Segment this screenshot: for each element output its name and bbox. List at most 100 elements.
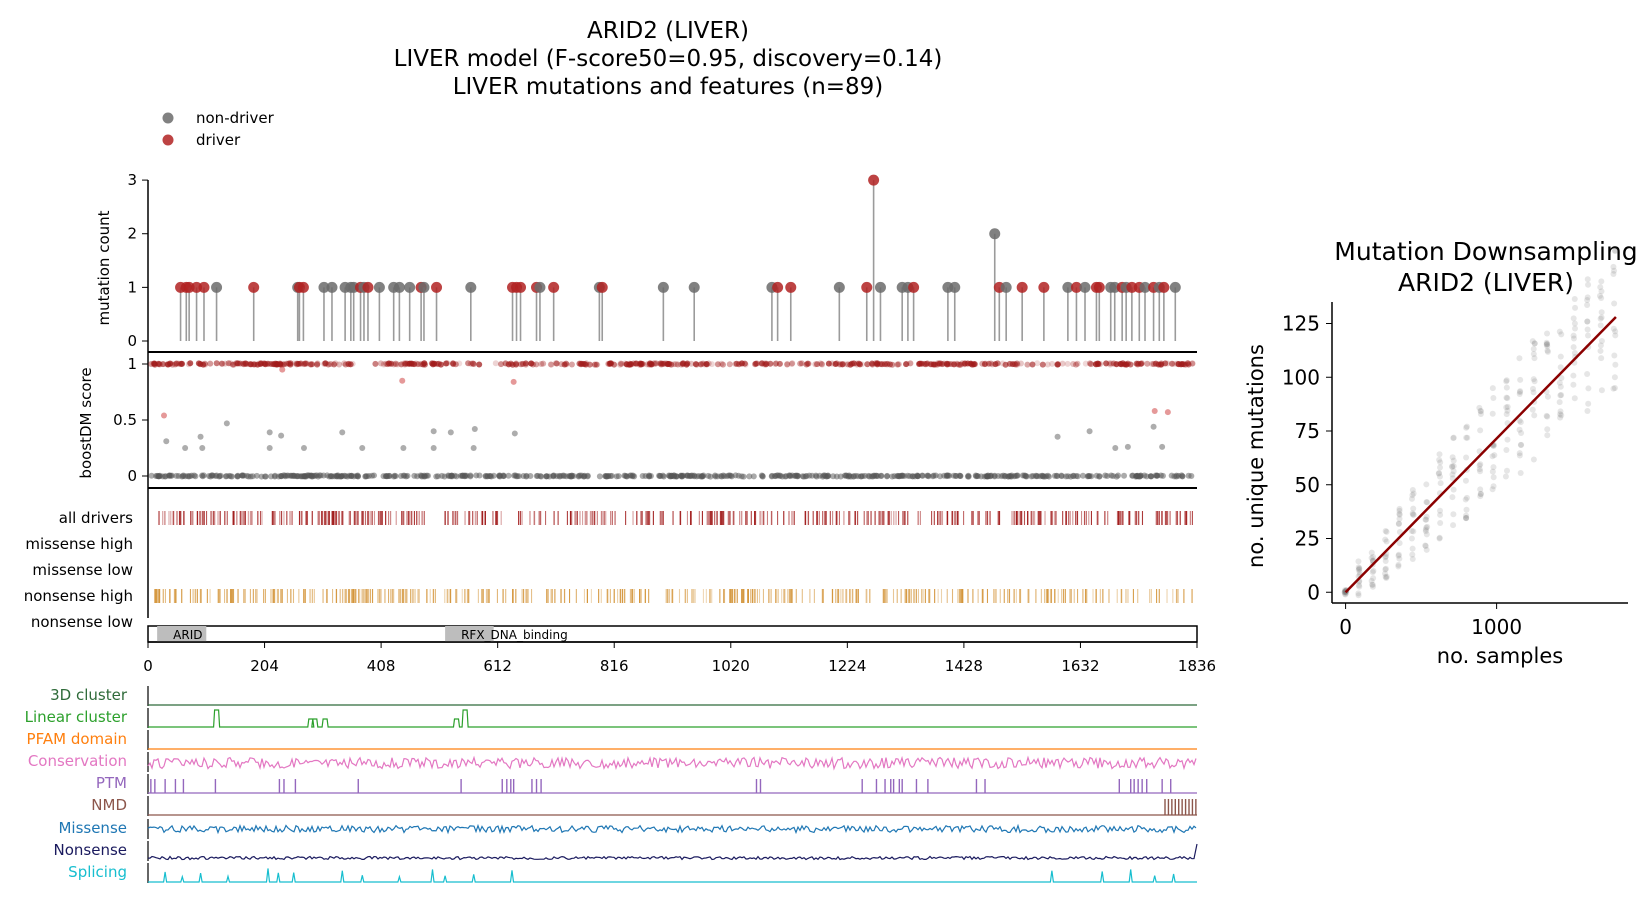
boostdm-non-driver-point <box>523 473 530 480</box>
boostdm-non-driver-point <box>421 472 428 479</box>
downsampling-point <box>1598 337 1605 344</box>
boostdm-non-driver-point <box>746 473 753 480</box>
downsampling-point <box>1557 408 1564 415</box>
downsampling-point <box>1423 513 1430 520</box>
boostdm-driver-point <box>322 360 329 367</box>
downsampling-point <box>1463 512 1470 519</box>
boostdm-non-driver-point <box>712 473 719 480</box>
boostdm-non-driver-point <box>825 473 832 480</box>
downsampling-x-label: no. samples <box>1437 644 1563 668</box>
downsampling-point <box>1531 340 1538 347</box>
downsampling-point <box>1356 569 1363 576</box>
boostdm-driver-point <box>468 360 475 367</box>
boostdm-driver-point <box>1059 360 1066 367</box>
downsampling-point <box>1355 592 1362 599</box>
boostdm-driver-point <box>907 360 914 367</box>
non-driver-needle-head <box>318 281 330 293</box>
boostdm-non-driver-point <box>234 473 241 480</box>
downsampling-x-tick-label: 1000 <box>1471 615 1522 639</box>
boostdm-driver-point <box>701 361 708 368</box>
boostdm-driver-point <box>819 361 826 368</box>
boostdm-driver-point <box>1094 360 1101 367</box>
domain-x-tick-label: 408 <box>367 657 396 675</box>
boostdm-non-driver-point <box>1137 472 1144 479</box>
boostdm-non-driver-point <box>348 472 355 479</box>
boostdm-driver-point <box>653 360 660 367</box>
downsampling-point <box>1531 355 1538 362</box>
boostdm-non-driver-point <box>1008 472 1015 479</box>
downsampling-point <box>1611 374 1618 381</box>
boostdm-non-driver-point <box>1173 473 1180 480</box>
downsampling-point <box>1463 515 1470 522</box>
downsampling-point <box>1597 342 1604 349</box>
boostdm-non-driver-point <box>496 472 503 479</box>
boostdm-non-driver-point <box>906 473 913 480</box>
boostdm-non-driver-point <box>850 473 857 480</box>
downsampling-point <box>1409 492 1416 499</box>
downsampling-point <box>1383 573 1390 580</box>
boostdm-driver-point <box>202 361 209 368</box>
boostdm-non-driver-point <box>750 473 757 480</box>
boostdm-non-driver-point <box>858 473 865 480</box>
boostdm-non-driver-point <box>726 472 733 479</box>
track-splicing-line <box>148 868 1197 883</box>
boostdm-non-driver-point <box>830 473 837 480</box>
downsampling-point <box>1558 412 1565 419</box>
downsampling-point <box>1436 535 1443 542</box>
boostdm-driver-point <box>987 360 994 367</box>
boostdm-driver-point <box>647 361 654 368</box>
downsampling-point <box>1382 536 1389 543</box>
boostdm-outlier-point <box>1150 423 1157 430</box>
downsampling-point <box>1408 535 1415 542</box>
boostdm-driver-point <box>948 361 955 368</box>
boostdm-non-driver-point <box>735 472 742 479</box>
boostdm-non-driver-point <box>1154 472 1161 479</box>
boostdm-driver-point <box>178 360 185 367</box>
driver-needle-head <box>868 174 880 186</box>
downsampling-point <box>1463 514 1470 521</box>
boostdm-driver-point <box>349 360 356 367</box>
downsampling-point <box>1449 475 1456 482</box>
downsampling-point <box>1490 474 1497 481</box>
boostdm-driver-point <box>336 361 343 368</box>
boostdm-driver-point <box>753 360 760 367</box>
downsampling-point <box>1571 296 1578 303</box>
boostdm-non-driver-point <box>262 473 269 480</box>
downsampling-point <box>1597 347 1604 354</box>
boostdm-driver-point <box>213 360 220 367</box>
consequence-row-label: missense high <box>25 535 133 553</box>
boostdm-outlier-point <box>430 445 437 451</box>
downsampling-point <box>1517 470 1524 477</box>
boostdm-driver-point <box>956 361 963 368</box>
downsampling-point <box>1516 450 1523 457</box>
driver-needle-head <box>1070 281 1082 293</box>
downsampling-point <box>1395 561 1402 568</box>
boostdm-driver-point <box>1009 361 1016 368</box>
boostdm-driver-point <box>469 360 476 367</box>
boostdm-non-driver-point <box>952 472 959 479</box>
boostdm-outlier-point <box>266 429 273 436</box>
downsampling-point <box>1517 388 1524 395</box>
feature-track-marks <box>147 686 1198 883</box>
downsampling-point <box>1408 495 1415 502</box>
downsampling-point <box>1436 473 1443 480</box>
downsampling-point <box>1409 511 1416 518</box>
downsampling-point <box>1368 549 1375 556</box>
boostdm-driver-point <box>916 360 923 367</box>
domain-x-tick-label: 1020 <box>712 657 750 675</box>
boostdm-driver-point <box>293 361 300 368</box>
boostdm-non-driver-point <box>596 473 603 480</box>
boostdm-driver-point <box>400 360 407 367</box>
boostdm-driver-point <box>1039 361 1046 368</box>
boostdm-non-driver-point <box>919 472 926 479</box>
boostdm-non-driver-point <box>1014 472 1021 479</box>
boostdm-driver-point <box>1169 360 1176 367</box>
downsampling-point <box>1598 288 1605 295</box>
downsampling-point <box>1437 519 1444 526</box>
downsampling-point <box>1463 423 1470 430</box>
non-driver-needle-head <box>1079 281 1091 293</box>
boostdm-non-driver-point <box>1022 472 1029 479</box>
downsampling-point <box>1382 558 1389 565</box>
boostdm-driver-point <box>558 361 565 368</box>
downsampling-point <box>1598 309 1605 316</box>
